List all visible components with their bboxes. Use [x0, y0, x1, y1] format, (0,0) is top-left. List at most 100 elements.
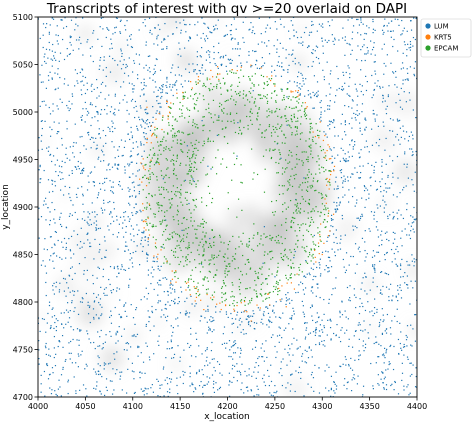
- point-epcam: [290, 119, 293, 121]
- point-lum: [410, 225, 412, 227]
- point-lum: [364, 146, 366, 148]
- point-epcam: [209, 140, 211, 142]
- point-epcam: [188, 209, 190, 211]
- point-lum: [337, 185, 339, 187]
- point-lum: [386, 313, 389, 316]
- point-epcam: [239, 129, 241, 131]
- point-lum: [373, 172, 375, 174]
- point-lum: [254, 328, 256, 330]
- point-lum: [358, 152, 360, 154]
- point-lum: [148, 356, 151, 358]
- point-krt5: [325, 202, 327, 204]
- point-epcam: [161, 205, 163, 207]
- point-lum: [232, 322, 235, 324]
- point-krt5: [187, 281, 189, 283]
- point-lum: [352, 229, 355, 231]
- point-lum: [100, 109, 103, 111]
- point-epcam: [163, 176, 165, 178]
- point-lum: [138, 63, 141, 65]
- point-epcam: [195, 233, 197, 235]
- point-krt5: [327, 215, 329, 217]
- point-epcam: [203, 279, 205, 281]
- point-lum: [201, 17, 203, 19]
- dapi-blob: [154, 20, 171, 38]
- point-lum: [209, 329, 211, 331]
- point-epcam: [192, 242, 194, 244]
- point-lum: [322, 344, 324, 346]
- point-epcam: [290, 251, 292, 253]
- point-lum: [127, 75, 130, 77]
- point-krt5: [210, 297, 212, 299]
- point-lum: [48, 304, 51, 307]
- point-lum: [114, 306, 116, 309]
- point-krt5: [185, 282, 188, 284]
- point-lum: [215, 311, 217, 313]
- dapi-blob: [127, 327, 143, 344]
- point-epcam: [249, 101, 251, 103]
- point-lum: [147, 274, 149, 276]
- point-lum: [205, 360, 208, 362]
- point-lum: [70, 19, 73, 21]
- point-lum: [192, 178, 194, 180]
- point-lum: [364, 185, 366, 188]
- point-epcam: [189, 180, 191, 182]
- point-epcam: [172, 154, 175, 156]
- point-lum: [158, 284, 160, 286]
- point-lum: [110, 335, 112, 337]
- point-lum: [68, 274, 70, 276]
- point-lum: [59, 256, 61, 259]
- point-lum: [412, 151, 414, 153]
- point-lum: [276, 39, 279, 41]
- dapi-blob: [73, 290, 88, 304]
- point-epcam: [329, 182, 331, 184]
- point-lum: [205, 59, 207, 61]
- point-lum: [383, 378, 385, 380]
- point-lum: [98, 156, 100, 158]
- point-epcam: [306, 229, 308, 231]
- point-krt5: [142, 203, 144, 205]
- point-lum: [99, 373, 101, 375]
- point-lum: [61, 172, 63, 174]
- point-epcam: [297, 120, 299, 122]
- point-epcam: [209, 245, 212, 247]
- point-epcam: [208, 264, 210, 266]
- point-lum: [69, 186, 71, 189]
- point-lum: [374, 54, 376, 56]
- point-lum: [329, 105, 331, 107]
- point-epcam: [327, 181, 329, 183]
- legend-frame: [420, 18, 472, 58]
- point-lum: [366, 293, 368, 295]
- point-epcam: [174, 136, 176, 138]
- point-lum: [336, 188, 338, 190]
- point-lum: [130, 225, 133, 227]
- point-epcam: [321, 194, 323, 196]
- point-lum: [160, 265, 162, 267]
- point-lum: [383, 211, 385, 213]
- point-epcam: [266, 102, 269, 104]
- point-lum: [381, 271, 383, 273]
- point-lum: [125, 342, 127, 344]
- point-lum: [67, 381, 69, 383]
- point-epcam: [277, 123, 279, 125]
- point-epcam: [299, 227, 301, 229]
- point-epcam: [154, 245, 157, 248]
- point-lum: [390, 62, 392, 64]
- point-krt5: [297, 95, 299, 98]
- point-lum: [145, 85, 147, 87]
- point-lum: [378, 356, 380, 358]
- point-lum: [240, 65, 243, 67]
- point-lum: [335, 210, 337, 212]
- point-lum: [380, 345, 382, 347]
- point-lum: [110, 310, 112, 312]
- point-lum: [301, 282, 304, 285]
- point-epcam: [223, 136, 226, 138]
- point-lum: [119, 60, 121, 62]
- point-lum: [307, 66, 309, 68]
- point-lum: [233, 18, 235, 20]
- point-lum: [383, 31, 385, 34]
- point-lum: [166, 92, 169, 94]
- point-lum: [44, 395, 46, 397]
- point-epcam: [308, 203, 311, 206]
- point-epcam: [303, 151, 305, 153]
- point-lum: [153, 260, 156, 263]
